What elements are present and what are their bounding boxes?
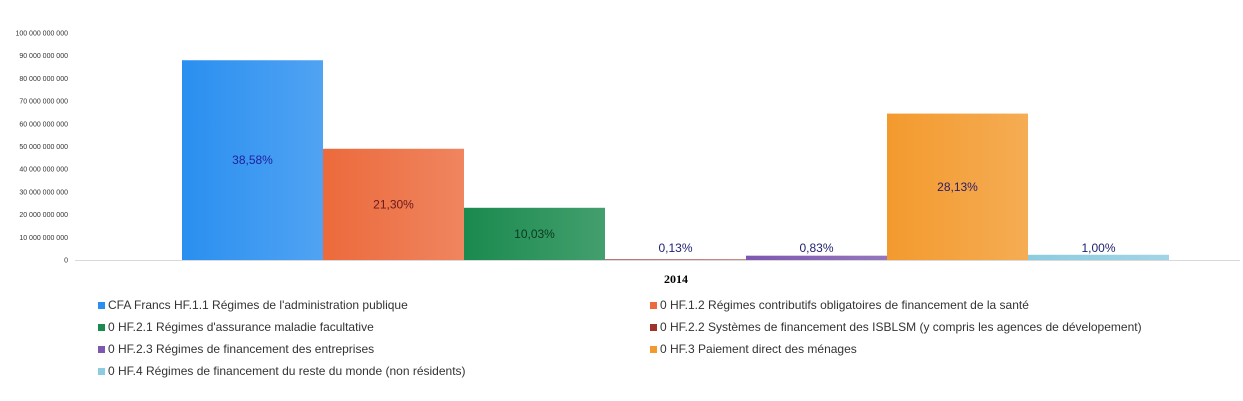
y-tick-label: 20 000 000 000 (19, 212, 68, 219)
bar-series-3 (464, 207, 605, 260)
legend-swatch (650, 345, 657, 353)
y-tick-label: 10 000 000 000 (19, 235, 68, 242)
legend-swatch (98, 323, 105, 331)
legend-item: 0 HF.1.2 Régimes contributifs obligatoir… (650, 296, 1210, 314)
y-tick-label: 60 000 000 000 (19, 121, 68, 128)
legend-label: 0 HF.2.2 Systèmes de financement des ISB… (660, 320, 1142, 334)
y-axis: 0 10 000 000 000 20 000 000 000 30 000 000 … (15, 31, 68, 265)
y-tick-label: 0 (64, 258, 68, 265)
legend-label: 0 HF.3 Paiement direct des ménages (660, 342, 857, 356)
y-tick-label: 50 000 000 000 (19, 144, 68, 151)
legend-label: 0 HF.2.3 Régimes de financement des entr… (108, 342, 375, 356)
data-label: 1,00% (1081, 241, 1115, 255)
data-label: 38,58% (232, 153, 273, 167)
legend-item: 0 HF.4 Régimes de financement du reste d… (98, 362, 650, 380)
y-tick-label: 90 000 000 000 (19, 53, 68, 60)
legend-swatch (650, 301, 657, 309)
y-tick-label: 80 000 000 000 (19, 76, 68, 83)
legend-item: 0 HF.2.3 Régimes de financement des entr… (98, 340, 650, 358)
legend-swatch (98, 367, 105, 375)
legend-item: CFA Francs HF.1.1 Régimes de l'administr… (98, 296, 650, 314)
legend-label: 0 HF.1.2 Régimes contributifs obligatoir… (660, 298, 1029, 312)
x-category-label: 2014 (664, 272, 688, 286)
legend-item: 0 HF.2.2 Systèmes de financement des ISB… (650, 318, 1210, 336)
legend-swatch (98, 345, 105, 353)
data-label: 28,13% (937, 180, 978, 194)
data-labels: 38,58% 21,30% 10,03% 0,13% 0,83% 28,13% 1,00% (232, 153, 1116, 255)
legend-label: CFA Francs HF.1.1 Régimes de l'administr… (108, 298, 408, 312)
y-tick-label: 70 000 000 000 (19, 99, 68, 106)
y-tick-label: 30 000 000 000 (19, 189, 68, 196)
legend-item: 0 HF.2.1 Régimes d'assurance maladie fac… (98, 318, 650, 336)
legend-swatch (98, 301, 105, 309)
y-tick-label: 100 000 000 000 (15, 31, 68, 38)
legend-item: 0 HF.3 Paiement direct des ménages (650, 340, 1210, 358)
data-label: 10,03% (514, 227, 555, 241)
legend-swatch (650, 323, 657, 331)
data-label: 0,13% (658, 241, 692, 255)
bar-series-2 (323, 148, 464, 260)
legend-label: 0 HF.2.1 Régimes d'assurance maladie fac… (108, 320, 374, 334)
bars (182, 60, 1169, 261)
legend-label: 0 HF.4 Régimes de financement du reste d… (108, 364, 466, 378)
y-tick-label: 40 000 000 000 (19, 167, 68, 174)
legend: CFA Francs HF.1.1 Régimes de l'administr… (98, 296, 1228, 380)
bar-series-6 (887, 113, 1028, 261)
data-label: 0,83% (799, 241, 833, 255)
bar-series-4 (605, 259, 746, 260)
bar-series-1 (182, 60, 323, 260)
bar-chart: 0 10 000 000 000 20 000 000 000 30 000 000 … (15, 31, 1240, 286)
data-label: 21,30% (373, 197, 414, 211)
bar-series-7 (1028, 254, 1169, 260)
bar-series-5 (746, 255, 887, 260)
